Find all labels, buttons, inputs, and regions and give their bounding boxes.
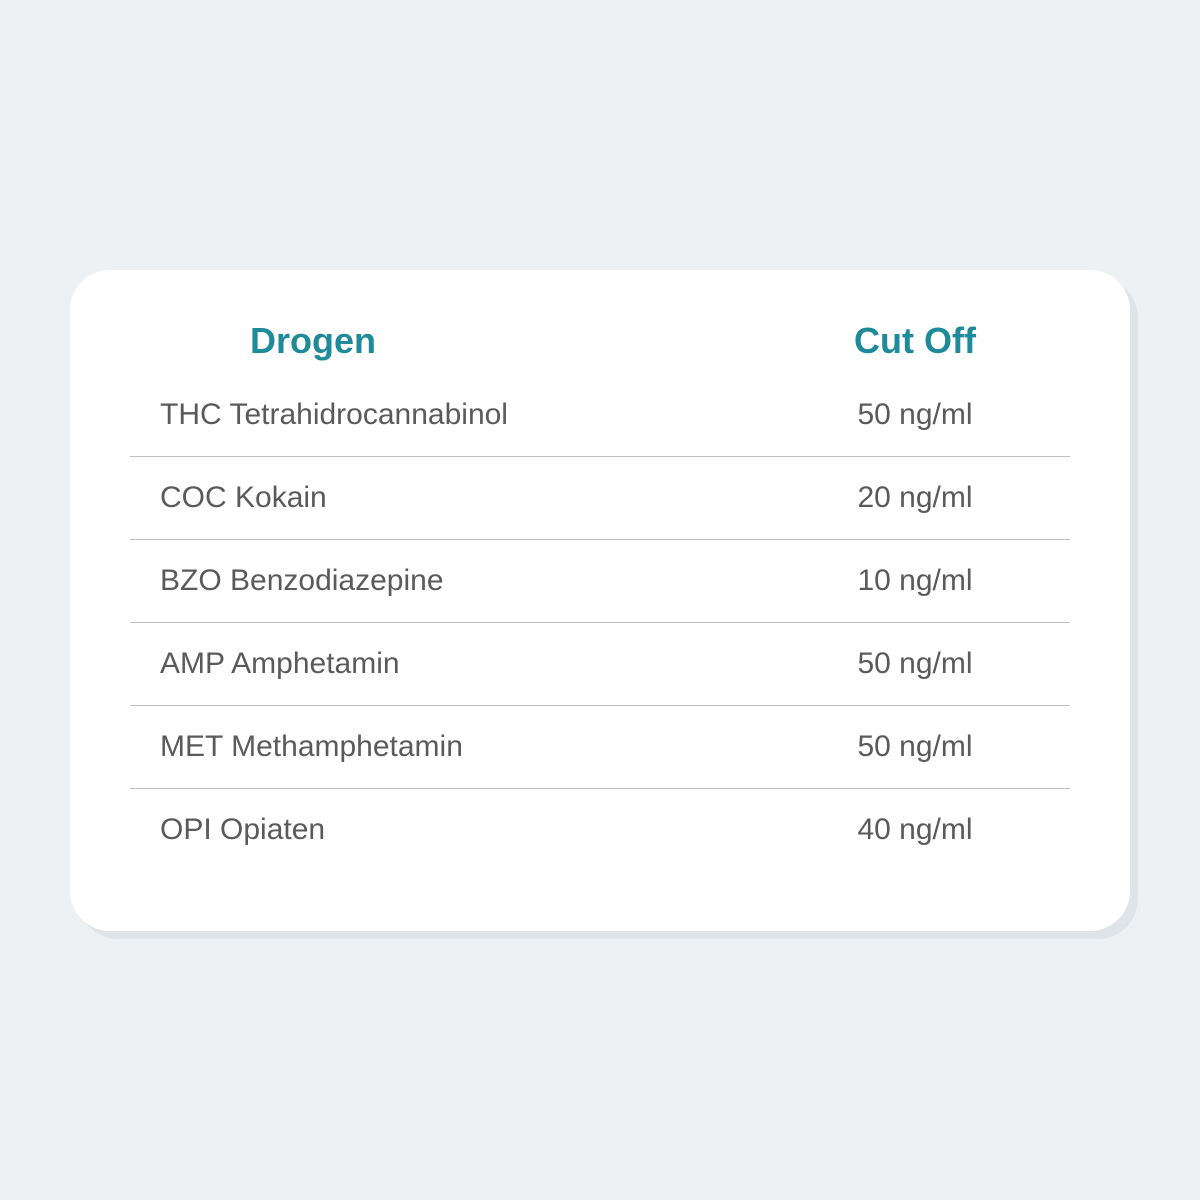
drug-name-cell: OPI Opiaten <box>160 813 790 847</box>
drug-table-card: Drogen Cut Off THC Tetrahidrocannabinol … <box>70 270 1130 931</box>
column-header-cutoff: Cut Off <box>790 320 1040 362</box>
cutoff-value-cell: 50 ng/ml <box>790 647 1040 681</box>
table-row: AMP Amphetamin 50 ng/ml <box>130 623 1070 706</box>
cutoff-value-cell: 50 ng/ml <box>790 398 1040 432</box>
drug-name-cell: AMP Amphetamin <box>160 647 790 681</box>
cutoff-value-cell: 10 ng/ml <box>790 564 1040 598</box>
cutoff-value-cell: 50 ng/ml <box>790 730 1040 764</box>
table-row: OPI Opiaten 40 ng/ml <box>130 789 1070 871</box>
table-row: BZO Benzodiazepine 10 ng/ml <box>130 540 1070 623</box>
table-row: COC Kokain 20 ng/ml <box>130 457 1070 540</box>
cutoff-value-cell: 40 ng/ml <box>790 813 1040 847</box>
drug-name-cell: COC Kokain <box>160 481 790 515</box>
drug-name-cell: MET Methamphetamin <box>160 730 790 764</box>
table-row: THC Tetrahidrocannabinol 50 ng/ml <box>130 374 1070 457</box>
table-row: MET Methamphetamin 50 ng/ml <box>130 706 1070 789</box>
table-header: Drogen Cut Off <box>130 320 1070 374</box>
drug-name-cell: BZO Benzodiazepine <box>160 564 790 598</box>
column-header-drug: Drogen <box>160 320 790 362</box>
drug-name-cell: THC Tetrahidrocannabinol <box>160 398 790 432</box>
card-wrapper: Drogen Cut Off THC Tetrahidrocannabinol … <box>70 270 1130 931</box>
cutoff-value-cell: 20 ng/ml <box>790 481 1040 515</box>
